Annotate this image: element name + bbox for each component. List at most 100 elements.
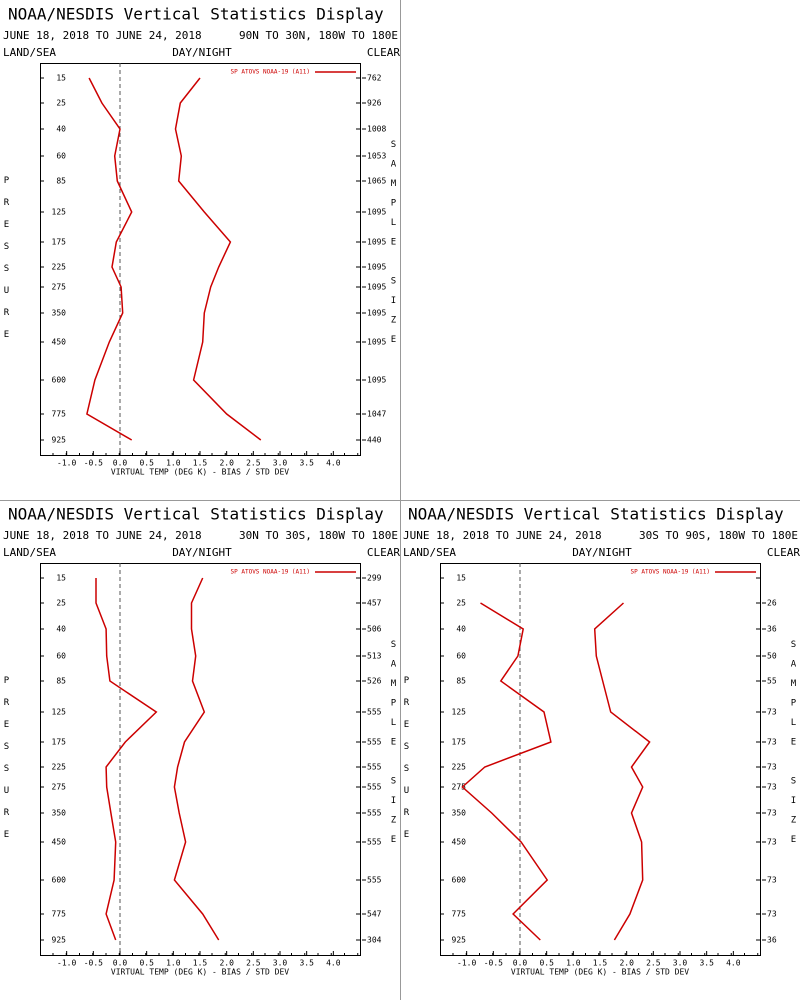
pressure-label: 350 [452,809,467,818]
profile-line [95,578,158,941]
sample-size: 762 [367,74,382,83]
sample-size: 555 [367,763,382,772]
sample-size: 457 [367,599,382,608]
pressure-label: 225 [452,763,467,772]
x-tick-label: 0.5 [139,459,154,468]
pressure-label: 600 [52,376,67,385]
x-tick-label: 2.5 [646,959,661,968]
region: 90N TO 30N, 180W TO 180E [239,29,398,42]
x-tick-label: 1.0 [166,959,181,968]
sample-size: 36 [767,936,777,945]
pressure-label: 125 [452,708,467,717]
sample-size: 26 [767,599,777,608]
pressure-label: 40 [56,125,66,134]
profile-line [173,577,220,941]
pressure-label: 350 [52,309,67,318]
pressure-label: 775 [52,410,67,419]
x-tick-label: 3.5 [299,459,314,468]
pressure-label: 85 [56,177,66,186]
plot-frame [40,63,361,456]
sample-size: 1095 [367,338,386,347]
x-tick-label: 1.0 [566,959,581,968]
region: 30S TO 90S, 180W TO 180E [639,529,798,542]
sample-size: 73 [767,783,777,792]
legend-label: SP ATOVS NOAA-19 (A11) [631,569,710,576]
x-tick-label: 1.5 [193,459,208,468]
pressure-label: 225 [52,263,67,272]
sample-size: 506 [367,625,382,634]
x-tick-label: 0.0 [513,959,528,968]
pressure-label: 15 [56,574,66,583]
chart-title: NOAA/NESDIS Vertical Statistics Display [8,5,384,24]
pressure-label: 275 [452,783,467,792]
x-tick-label: 4.0 [326,959,341,968]
sample-size: 555 [367,738,382,747]
y2-axis-label: SAMPLE SIZE [389,640,399,855]
sample-size: 1047 [367,410,386,419]
x-tick-label: 2.0 [219,959,234,968]
y-axis-label: PRESSURE [2,176,12,352]
clear-label: CLEAR [367,546,400,559]
x-tick-label: 0.0 [113,959,128,968]
y2-axis-label: SAMPLE SIZE [789,640,799,855]
sample-size: 304 [367,936,382,945]
x-tick-label: -0.5 [484,959,503,968]
pressure-label: 925 [52,936,67,945]
sample-size: 1095 [367,283,386,292]
pressure-label: 350 [52,809,67,818]
pressure-label: 175 [52,738,67,747]
sample-size: 50 [767,652,777,661]
x-tick-label: -1.0 [457,959,476,968]
sample-size: 73 [767,876,777,885]
sample-size: 73 [767,738,777,747]
panel: NOAA/NESDIS Vertical Statistics Display J… [2,5,401,477]
x-tick-label: 1.0 [166,459,181,468]
pressure-label: 40 [56,625,66,634]
sample-size: 555 [367,809,382,818]
pressure-label: 85 [456,677,466,686]
x-axis-label: VIRTUAL TEMP (DEG K) - BIAS / STD DEV [111,468,289,477]
pressure-label: 600 [452,876,467,885]
legend-label: SP ATOVS NOAA-19 (A11) [231,69,310,76]
sample-size: 55 [767,677,777,686]
y-axis-label: PRESSURE [402,676,412,852]
pressure-label: 60 [56,652,66,661]
pressure-label: 925 [452,936,467,945]
sample-size: 1095 [367,238,386,247]
clear-label: CLEAR [767,546,800,559]
sample-size: 1065 [367,177,386,186]
sample-size: 1095 [367,376,386,385]
sample-size: 73 [767,763,777,772]
x-tick-label: 4.0 [326,459,341,468]
profile-line [593,602,651,941]
x-tick-label: 3.5 [699,959,714,968]
legend-label: SP ATOVS NOAA-19 (A11) [231,569,310,576]
panel: NOAA/NESDIS Vertical Statistics Display J… [402,505,800,977]
x-tick-label: 0.0 [113,459,128,468]
pressure-label: 125 [52,208,67,217]
plot-frame [40,563,361,956]
region: 30N TO 30S, 180W TO 180E [239,529,398,542]
panel: NOAA/NESDIS Vertical Statistics Display J… [2,505,401,977]
pressure-label: 925 [52,436,67,445]
pressure-label: 225 [52,763,67,772]
x-tick-label: 4.0 [726,959,741,968]
y2-axis-label: SAMPLE SIZE [389,140,399,355]
land-sea-label: LAND/SEA [3,46,56,59]
x-tick-label: 2.5 [246,459,261,468]
pressure-label: 15 [456,574,466,583]
pressure-label: 275 [52,283,67,292]
x-tick-label: 3.0 [273,459,288,468]
sample-size: 555 [367,708,382,717]
pressure-label: 60 [456,652,466,661]
pressure-label: 175 [452,738,467,747]
profile-line [86,77,133,441]
pressure-label: 775 [452,910,467,919]
sample-size: 36 [767,625,777,634]
pressure-label: 25 [56,599,66,608]
sample-size: 299 [367,574,382,583]
date-range: JUNE 18, 2018 TO JUNE 24, 2018 [3,29,202,42]
x-tick-label: 1.5 [593,959,608,968]
date-range: JUNE 18, 2018 TO JUNE 24, 2018 [403,529,602,542]
pressure-label: 175 [52,238,67,247]
